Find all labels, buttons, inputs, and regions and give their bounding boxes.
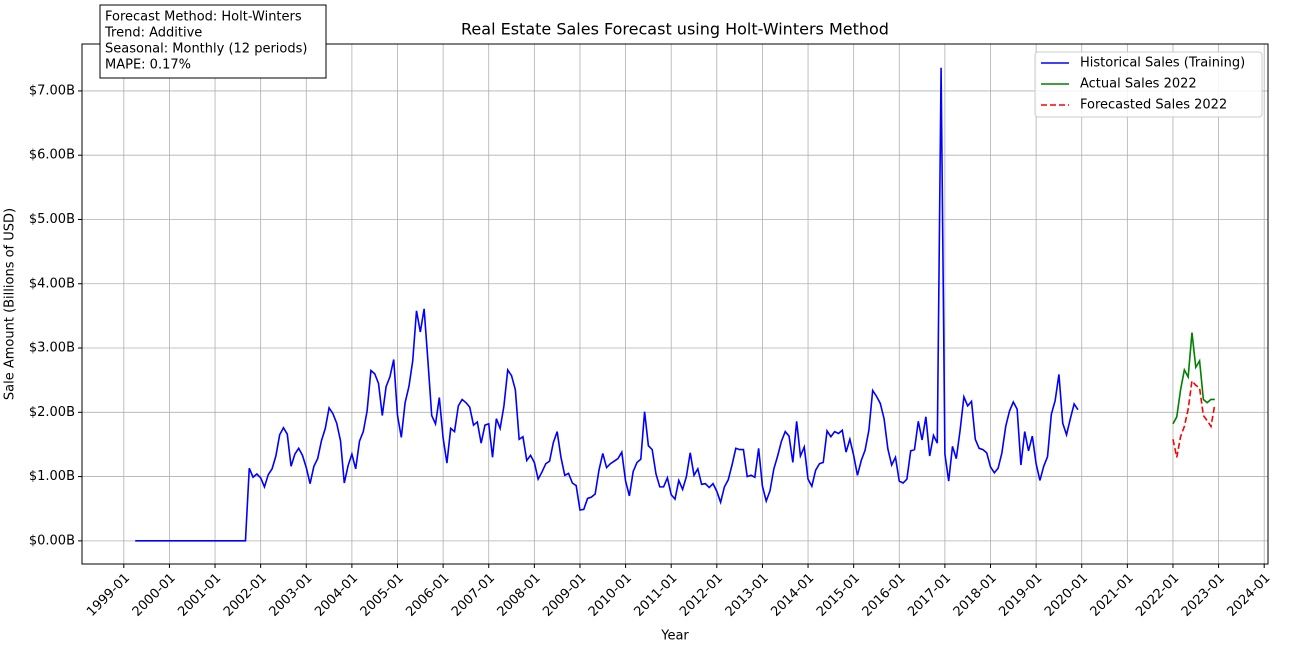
x-tick-label: 2022-01 — [1133, 571, 1182, 620]
x-tick-label: 2016-01 — [860, 571, 909, 620]
y-tick-label: $5.00B — [29, 212, 75, 227]
annotation-line: Seasonal: Monthly (12 periods) — [105, 42, 307, 57]
x-tick-label: 2012-01 — [677, 571, 726, 620]
x-tick-label: 2011-01 — [631, 571, 680, 620]
legend: Historical Sales (Training) Actual Sales … — [1034, 51, 1263, 118]
x-tick-label: 2021-01 — [1088, 571, 1137, 620]
x-tick-label: 2017-01 — [905, 571, 954, 620]
y-tick-label: $4.00B — [29, 276, 75, 291]
x-tick-label: 2004-01 — [312, 571, 361, 620]
x-tick-label: 2003-01 — [267, 571, 316, 620]
x-axis-label: Year — [660, 629, 689, 644]
x-tick-label: 2019-01 — [996, 571, 1045, 620]
series-line — [1172, 332, 1215, 425]
x-tick-label: 2014-01 — [768, 571, 817, 620]
legend-label: Actual Sales 2022 — [1080, 77, 1197, 92]
y-tick-label: $0.00B — [29, 533, 75, 548]
annotation-line: Forecast Method: Holt-Winters — [105, 10, 302, 25]
y-tick-label: $1.00B — [29, 469, 75, 484]
y-tick-label: $3.00B — [29, 341, 75, 356]
x-tick-label: 2015-01 — [814, 571, 863, 620]
x-tick-label: 2006-01 — [403, 571, 452, 620]
x-tick-label: 1999-01 — [84, 571, 133, 620]
x-tick-label: 2005-01 — [358, 571, 407, 620]
annotation-box — [99, 4, 327, 79]
annotation-line: MAPE: 0.17% — [105, 58, 191, 73]
x-tick-label: 2002-01 — [221, 571, 270, 620]
chart-title: Real Estate Sales Forecast using Holt-Wi… — [461, 20, 889, 39]
annotation-line: Trend: Additive — [104, 26, 202, 41]
x-tick-label: 2023-01 — [1179, 571, 1228, 620]
legend-label: Historical Sales (Training) — [1080, 56, 1245, 71]
x-tick-label: 2018-01 — [951, 571, 1000, 620]
x-tick-label: 2020-01 — [1042, 571, 1091, 620]
x-tick-label: 2010-01 — [586, 571, 635, 620]
x-tick-label: 2007-01 — [449, 571, 498, 620]
x-tick-label: 2008-01 — [495, 571, 544, 620]
legend-box — [1034, 51, 1263, 118]
series-line — [135, 67, 1079, 542]
x-tick-label: 2013-01 — [723, 571, 772, 620]
y-tick-label: $6.00B — [29, 148, 75, 163]
y-tick-label: $7.00B — [29, 83, 75, 98]
y-tick-label: $2.00B — [29, 405, 75, 420]
series-line — [1172, 378, 1216, 458]
plot-frame — [81, 43, 1269, 565]
x-tick-label: 2024-01 — [1224, 571, 1273, 620]
y-axis-label: Sale Amount (Billions of USD) — [3, 208, 18, 400]
legend-label: Forecasted Sales 2022 — [1080, 98, 1227, 113]
x-tick-label: 2009-01 — [540, 571, 589, 620]
x-tick-label: 2001-01 — [175, 571, 224, 620]
x-tick-label: 2000-01 — [130, 571, 179, 620]
